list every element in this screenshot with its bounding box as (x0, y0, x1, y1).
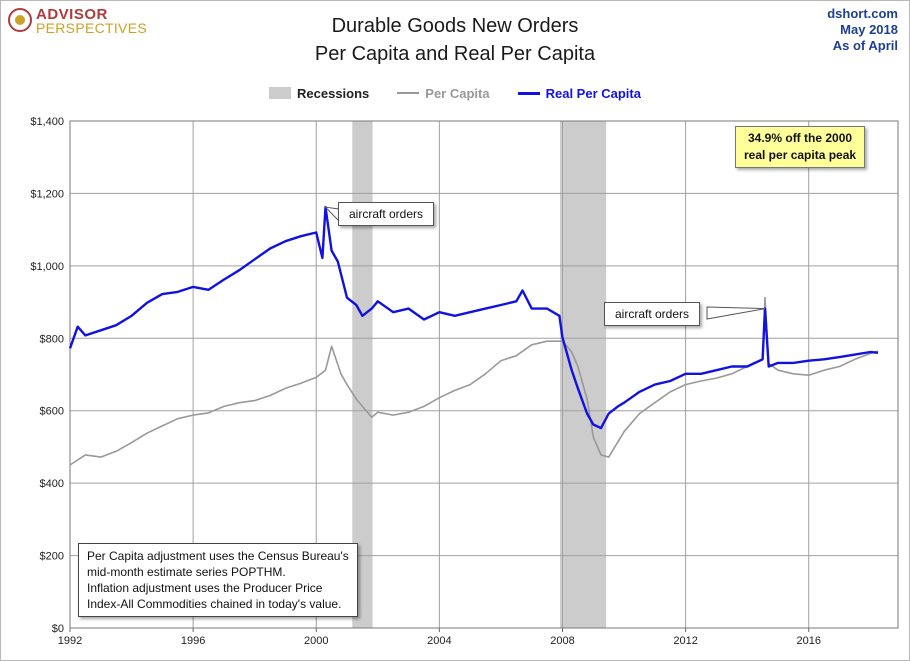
x-tick-label: 1992 (58, 635, 82, 647)
logo-text-top: ADVISOR (36, 6, 108, 23)
legend-label-per-capita: Per Capita (425, 85, 490, 101)
x-tick-label: 2004 (427, 635, 451, 647)
methodology-note: Per Capita adjustment uses the Census Bu… (78, 543, 358, 617)
source-block: dshort.com May 2018 As of April (827, 6, 898, 54)
peak-annotation-line2: real per capita peak (744, 148, 857, 162)
peak-annotation-box: 34.9% off the 2000 real per capita peak (735, 126, 866, 168)
recession-band-2 (560, 121, 607, 628)
x-tick-label: 2008 (550, 635, 574, 647)
y-tick-label: $1,200 (30, 188, 64, 200)
source-site: dshort.com (827, 6, 898, 21)
peak-annotation-line1: 34.9% off the 2000 (748, 131, 853, 145)
note-line4: Index-All Commodities chained in today's… (87, 597, 342, 611)
logo-icon (8, 8, 32, 32)
plot-border (69, 120, 899, 629)
logo-text-bottom: PERSPECTIVES (36, 20, 147, 36)
legend-item-real-per-capita: Real Per Capita (517, 85, 641, 101)
y-tick-label: $0 (52, 623, 64, 635)
chart-title-block: Durable Goods New Orders Per Capita and … (0, 12, 910, 68)
x-tick-label: 2016 (796, 635, 820, 647)
callout-aircraft-orders-2014-text: aircraft orders (615, 307, 690, 321)
legend-label-recessions: Recessions (297, 85, 370, 101)
y-tick-label: $800 (40, 333, 64, 345)
series-line-real-per-capita (68, 205, 879, 430)
x-tick-label: 2012 (673, 635, 697, 647)
note-line1: Per Capita adjustment uses the Census Bu… (87, 549, 349, 563)
legend-item-per-capita: Per Capita (397, 85, 490, 101)
note-line2: mid-month estimate series POPTHM. (87, 565, 286, 579)
legend-swatch-real-per-capita (517, 91, 540, 95)
callout-aircraft-orders-2000: aircraft orders (338, 202, 435, 226)
advisor-perspectives-logo: ADVISOR PERSPECTIVES (8, 6, 147, 36)
callout-aircraft-orders-2000-text: aircraft orders (349, 207, 424, 221)
legend-swatch-per-capita (397, 92, 420, 94)
note-line3: Inflation adjustment uses the Producer P… (87, 581, 323, 595)
legend-label-real-per-capita: Real Per Capita (545, 85, 641, 101)
y-tick-label: $1,400 (30, 116, 64, 128)
source-asof: As of April (832, 38, 898, 53)
callout-aircraft-orders-2014: aircraft orders (604, 302, 701, 326)
y-tick-label: $600 (40, 406, 64, 418)
x-tick-label: 1996 (181, 635, 205, 647)
chart-legend: Recessions Per Capita Real Per Capita (0, 84, 910, 102)
recession-band-1 (352, 121, 373, 628)
source-date: May 2018 (840, 22, 898, 37)
legend-item-recessions: Recessions (269, 86, 369, 101)
x-tick-label: 2000 (304, 635, 328, 647)
y-tick-label: $1,000 (30, 261, 64, 273)
legend-swatch-recessions (269, 87, 292, 99)
y-tick-label: $400 (40, 478, 64, 490)
y-tick-label: $200 (40, 551, 64, 563)
chart-title: Durable Goods New Orders (331, 15, 579, 37)
chart-subtitle: Per Capita and Real Per Capita (314, 43, 596, 65)
callout-pointer-2014 (706, 306, 766, 320)
